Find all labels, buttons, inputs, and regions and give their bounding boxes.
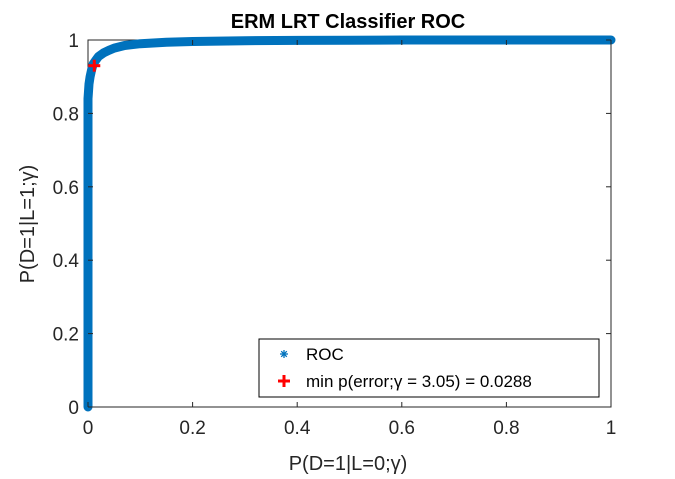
min-error-point bbox=[88, 59, 101, 72]
x-tick-label: 0.2 bbox=[179, 418, 205, 439]
y-tick-label: 0.6 bbox=[53, 178, 79, 199]
roc-point bbox=[450, 36, 459, 44]
legend-roc-label: ROC bbox=[306, 345, 344, 364]
roc-point bbox=[554, 36, 563, 44]
y-tick-label: 0.8 bbox=[53, 104, 79, 125]
legend-roc-asterisk bbox=[280, 350, 288, 358]
y-axis-ticks: 0 0.2 0.4 0.6 0.8 1 bbox=[53, 31, 611, 419]
roc-point bbox=[240, 36, 249, 45]
legend: ROC min p(error;γ = 3.05) = 0.0288 bbox=[258, 338, 600, 398]
x-axis-label: P(D=1|L=0;γ) bbox=[289, 453, 408, 475]
chart-title: ERM LRT Classifier ROC bbox=[231, 11, 465, 33]
y-tick-label: 0.4 bbox=[53, 251, 80, 272]
roc-point bbox=[110, 44, 119, 53]
x-tick-label: 1 bbox=[606, 418, 617, 439]
roc-point bbox=[345, 36, 354, 45]
x-tick-label: 0.6 bbox=[389, 418, 415, 439]
roc-point bbox=[84, 94, 92, 103]
roc-point bbox=[85, 80, 94, 89]
y-tick-label: 1 bbox=[68, 31, 79, 52]
y-tick-label: 0.2 bbox=[53, 325, 79, 346]
legend-min-marker bbox=[278, 375, 290, 387]
roc-point bbox=[84, 146, 92, 155]
roc-point bbox=[162, 38, 171, 47]
x-axis-ticks: 0 0.2 0.4 0.6 0.8 1 bbox=[83, 40, 617, 439]
roc-point bbox=[120, 41, 129, 50]
roc-point bbox=[84, 87, 93, 96]
legend-min-plus bbox=[278, 375, 290, 387]
x-tick-label: 0.4 bbox=[284, 418, 311, 439]
roc-point bbox=[86, 72, 95, 81]
y-tick-label: 0 bbox=[68, 398, 79, 419]
y-axis-label: P(D=1|L=1;γ) bbox=[17, 165, 39, 284]
roc-point bbox=[94, 52, 103, 61]
roc-point bbox=[136, 39, 145, 48]
legend-min-label: min p(error;γ = 3.05) = 0.0288 bbox=[306, 372, 532, 391]
legend-roc-marker bbox=[280, 350, 288, 358]
legend-box bbox=[258, 338, 600, 398]
x-tick-label: 0 bbox=[83, 418, 94, 439]
x-tick-label: 0.8 bbox=[493, 418, 519, 439]
